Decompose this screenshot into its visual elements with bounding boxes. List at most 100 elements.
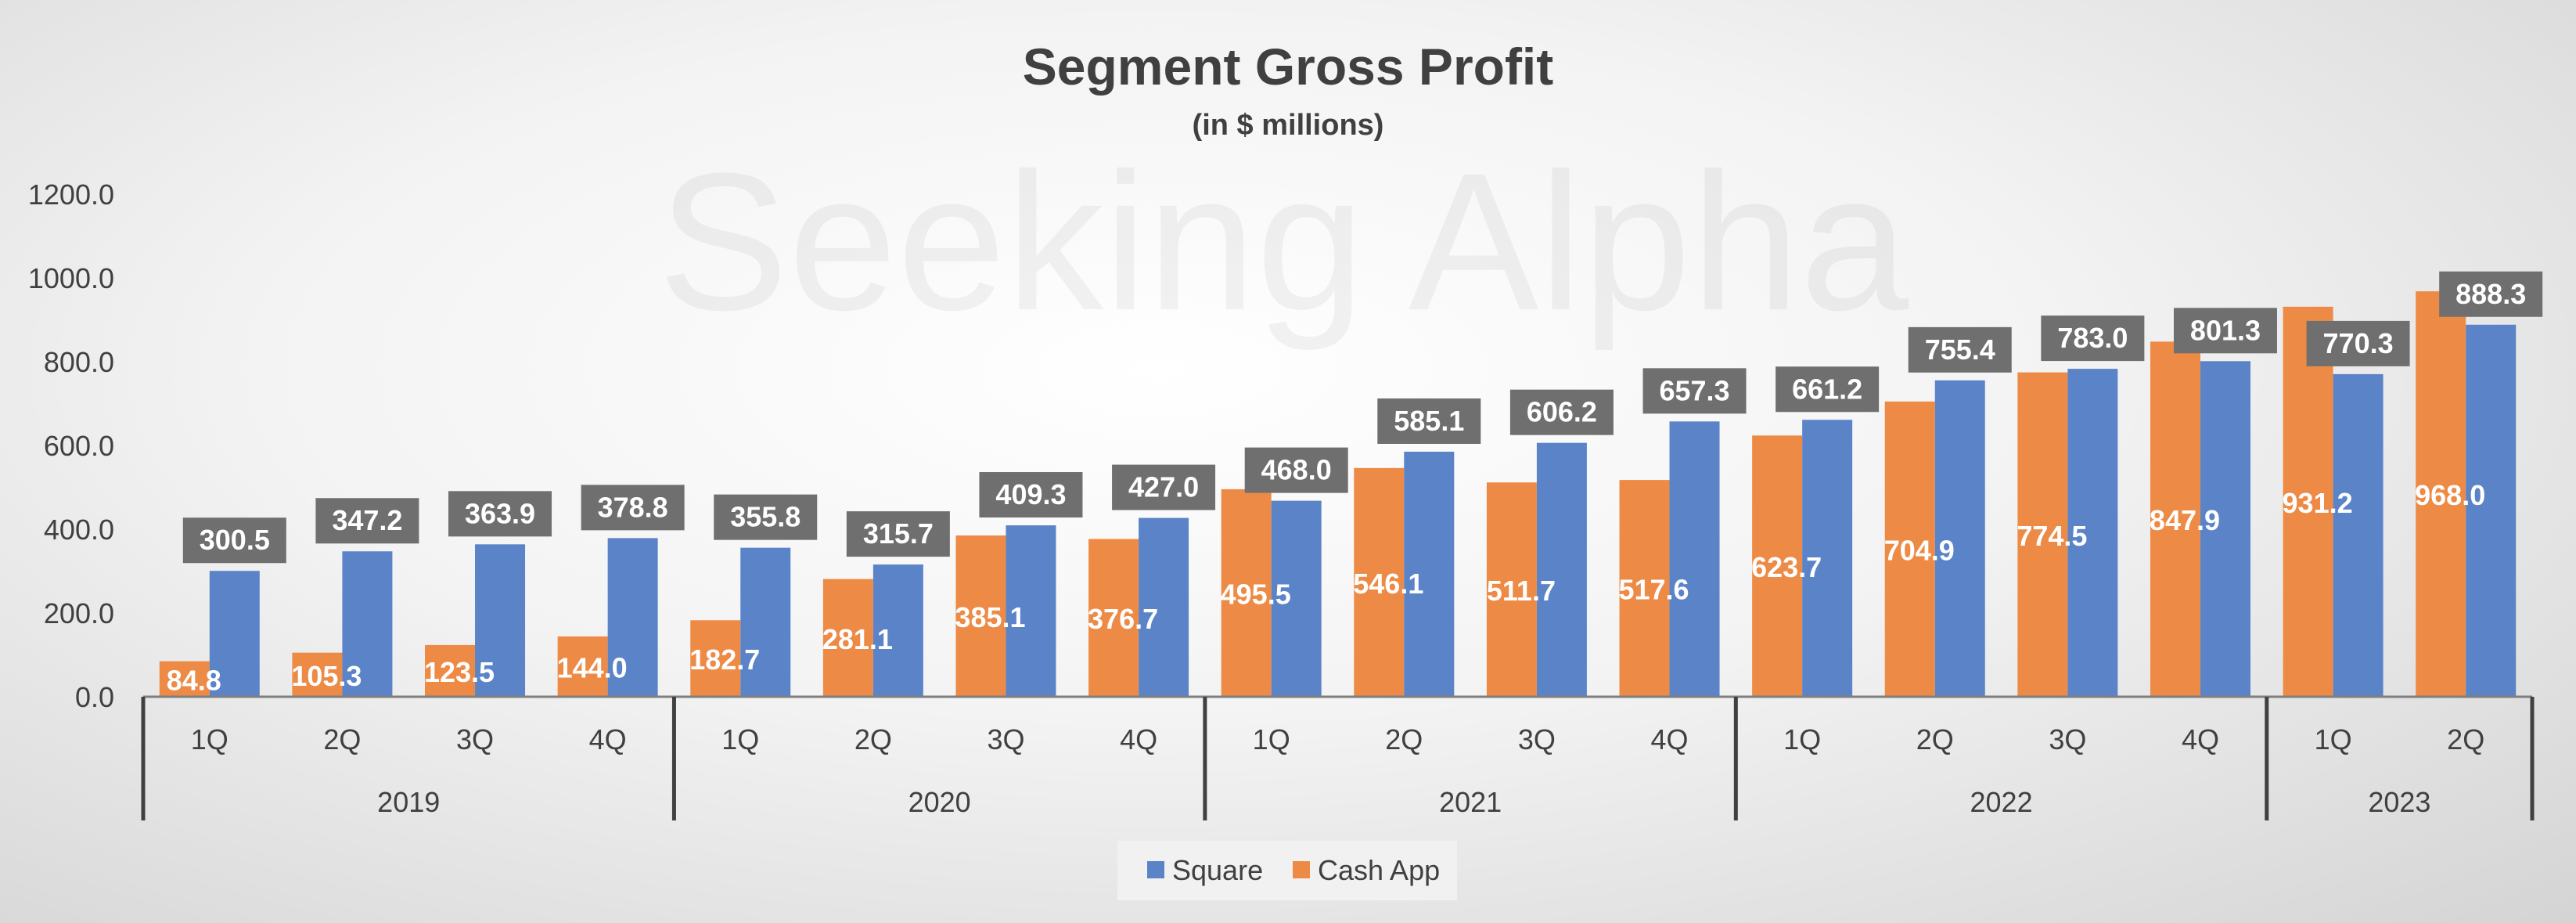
- square-bar: [607, 538, 658, 697]
- y-axis: 0.0 200.0 400.0 600.0 800.0 1000.0 1200.0: [28, 178, 114, 713]
- square-bar: [1006, 525, 1056, 697]
- square-data-label: 770.3: [2323, 327, 2394, 359]
- square-data-label: 783.0: [2057, 322, 2128, 354]
- quarter-label: 1Q: [1783, 723, 1821, 755]
- quarter-label: 4Q: [1651, 723, 1689, 755]
- chart-title: Segment Gross Profit: [1023, 38, 1553, 96]
- square-label-box: [2439, 271, 2543, 317]
- legend-label: Cash App: [1318, 854, 1440, 886]
- square-bar: [2466, 324, 2517, 697]
- y-tick-label: 800.0: [44, 346, 114, 378]
- square-label-box: [1642, 368, 1747, 414]
- legend: Square Cash App: [1117, 841, 1457, 900]
- square-label-box: [1377, 398, 1481, 444]
- square-data-label: 585.1: [1394, 405, 1464, 437]
- watermark-text: Seeking Alpha: [658, 132, 1909, 351]
- legend-box: [1117, 841, 1457, 900]
- square-bar: [209, 571, 260, 697]
- cash-app-data-label: 281.1: [822, 623, 893, 655]
- square-data-label: 661.2: [1792, 373, 1862, 405]
- quarter-label: 2Q: [1385, 723, 1423, 755]
- legend-swatch: [1147, 861, 1164, 878]
- cash-app-bar: [1752, 435, 1803, 697]
- cash-app-bar: [557, 636, 608, 697]
- cash-app-data-label: 144.0: [557, 651, 628, 683]
- square-data-label: 755.4: [1925, 334, 1995, 366]
- cash-app-bar: [690, 620, 741, 697]
- cash-app-bar: [1354, 467, 1405, 697]
- cash-app-data-label: 517.6: [1618, 574, 1689, 606]
- square-data-label: 409.3: [995, 478, 1066, 510]
- cash-app-bar: [1884, 401, 1935, 697]
- square-bar: [1404, 451, 1455, 697]
- year-label: 2019: [377, 786, 440, 818]
- quarter-label: 3Q: [987, 723, 1024, 755]
- cash-app-data-label: 704.9: [1884, 534, 1955, 566]
- cash-app-data-label: 774.5: [2017, 520, 2087, 552]
- cash-app-data-label: 847.9: [2150, 504, 2220, 536]
- year-label: 2023: [2368, 786, 2430, 818]
- square-bar: [2333, 373, 2384, 697]
- square-bar: [872, 564, 923, 697]
- cash-app-data-label: 182.7: [689, 644, 760, 676]
- square-label-box: [2306, 320, 2410, 366]
- square-label-box: [448, 491, 552, 537]
- square-label-box: [979, 472, 1083, 518]
- square-label-box: [315, 498, 419, 544]
- square-label-box: [581, 485, 685, 531]
- square-label-box: [182, 517, 286, 564]
- square-bar: [342, 551, 393, 697]
- quarter-label: 1Q: [2315, 723, 2352, 755]
- square-bar: [1139, 517, 1189, 697]
- square-bar: [2200, 361, 2250, 697]
- square-data-label: 363.9: [465, 497, 535, 529]
- quarter-label: 4Q: [1120, 723, 1157, 755]
- y-tick-label: 400.0: [44, 514, 114, 546]
- quarter-label: 4Q: [589, 723, 627, 755]
- quarter-label: 4Q: [2182, 723, 2219, 755]
- y-tick-label: 1200.0: [28, 178, 114, 211]
- square-data-label: 657.3: [1659, 374, 1729, 406]
- square-data-label: 300.5: [200, 524, 270, 556]
- square-bar: [1934, 380, 1985, 697]
- square-bar: [1802, 420, 1853, 697]
- cash-app-data-label: 495.5: [1221, 578, 1291, 610]
- cash-app-bar: [2150, 341, 2200, 697]
- y-tick-label: 1000.0: [28, 262, 114, 294]
- cash-app-data-label: 123.5: [424, 656, 495, 688]
- square-label-box: [1112, 464, 1216, 510]
- square-bar: [1669, 421, 1720, 697]
- square-label-box: [2173, 308, 2277, 354]
- cash-app-bar: [1619, 480, 1670, 697]
- y-tick-label: 0.0: [75, 681, 114, 713]
- cash-app-data-label: 623.7: [1751, 551, 1822, 583]
- cash-app-data-label: 968.0: [2415, 479, 2485, 511]
- cash-app-data-label: 105.3: [291, 660, 362, 692]
- square-bar: [2067, 369, 2118, 697]
- square-label-box: [1908, 326, 2012, 373]
- cash-app-data-label: 931.2: [2283, 487, 2353, 519]
- year-label: 2022: [1970, 786, 2033, 818]
- cash-app-bar: [425, 644, 476, 697]
- square-data-label: 468.0: [1261, 454, 1332, 486]
- square-bar: [740, 547, 791, 697]
- quarter-label: 2Q: [2447, 723, 2484, 755]
- square-data-label: 355.8: [730, 501, 801, 533]
- quarter-label: 3Q: [2049, 723, 2086, 755]
- square-bar: [1536, 442, 1587, 697]
- cash-app-bar: [822, 579, 873, 697]
- square-label-box: [1244, 447, 1348, 493]
- cash-app-bar: [1088, 539, 1139, 697]
- cash-app-bar: [292, 652, 343, 697]
- chart-subtitle: (in $ millions): [1193, 109, 1384, 142]
- square-data-label: 427.0: [1128, 471, 1199, 503]
- square-label-box: [1775, 366, 1880, 413]
- square-bar: [475, 544, 526, 697]
- quarter-label: 3Q: [1518, 723, 1556, 755]
- cash-app-data-label: 511.7: [1487, 575, 1556, 607]
- data-labels: 84.8 105.3 123.5 144.0 182.7 281.1 385.1 376.7 4…: [167, 271, 2543, 696]
- square-data-label: 347.2: [332, 504, 402, 536]
- square-label-box: [714, 494, 818, 540]
- quarter-label: 2Q: [854, 723, 892, 755]
